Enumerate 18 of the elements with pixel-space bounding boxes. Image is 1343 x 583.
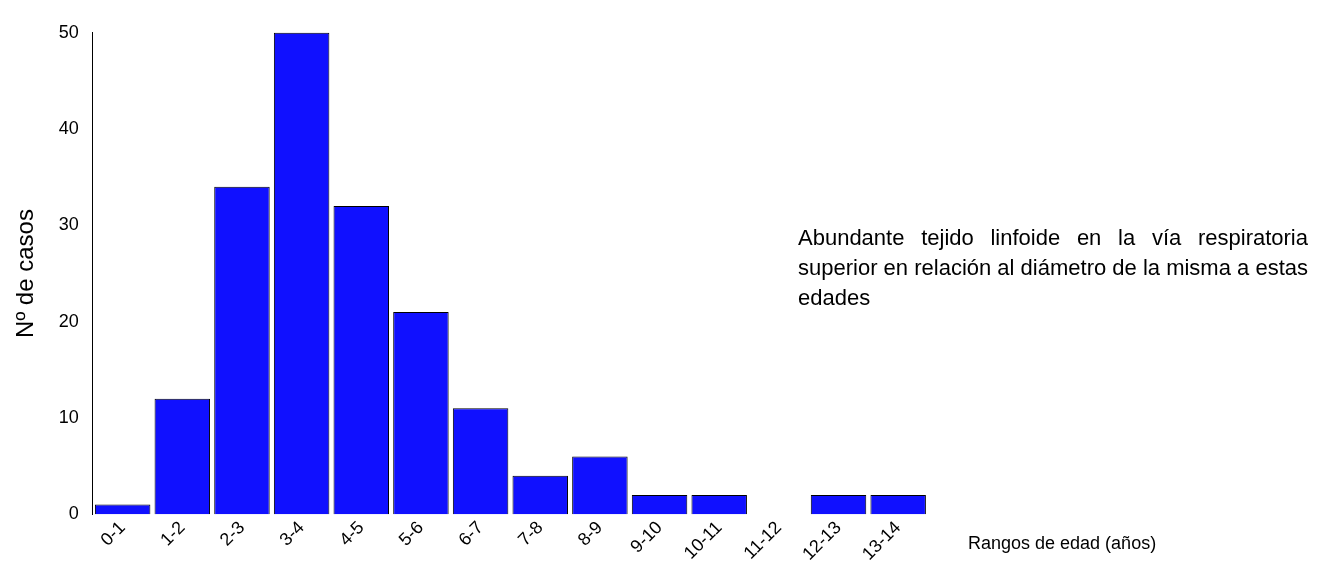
x-tick-label: 7-8 (514, 517, 547, 550)
x-tick-label: 6-7 (454, 517, 487, 550)
y-tick-label: 40 (58, 118, 79, 139)
y-tick-label: 30 (58, 214, 79, 235)
x-tick-label: 2-3 (215, 517, 249, 550)
x-tick-label: 5-6 (394, 517, 428, 550)
y-tick-label: 10 (58, 406, 79, 427)
x-tick-label: 0-1 (96, 517, 129, 550)
x-tick-label: 8-9 (573, 517, 607, 550)
x-tick-label: 4-5 (335, 517, 368, 550)
annotation: Abundante tejido linfoide en la vía respiratoria superior en relación al diámetro de la misma a estas edades (798, 224, 1308, 312)
y-tick-label: 20 (58, 310, 79, 331)
y-axis-title: Nº de casos (11, 209, 39, 338)
x-tick-label: 1-2 (156, 517, 189, 550)
y-tick-label: 50 (58, 21, 79, 42)
x-tick-label: 3-4 (275, 517, 308, 550)
y-tick-label: 0 (68, 503, 79, 524)
x-axis-title: Rangos de edad (años) (968, 533, 1157, 554)
